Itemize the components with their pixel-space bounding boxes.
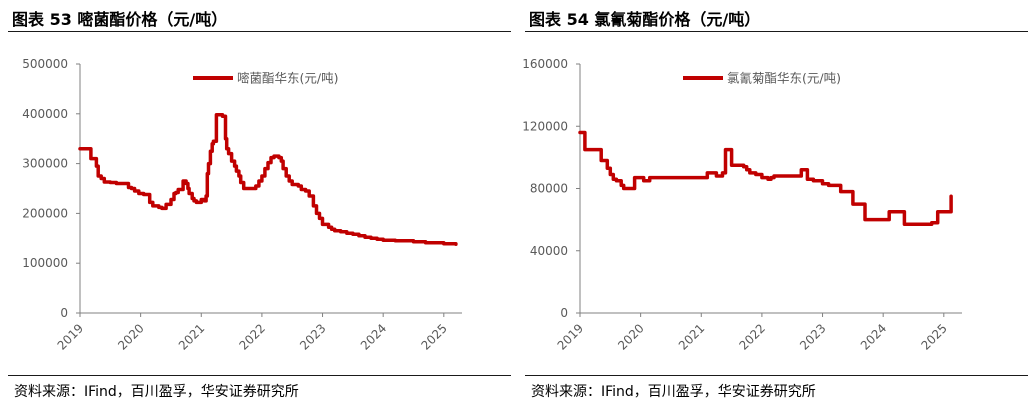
figure-title: 图表 53 嘧菌酯价格（元/吨） [12,10,228,29]
x-tick-label: 2023 [797,321,828,352]
x-tick-label: 2022 [737,321,768,352]
y-tick-label: 0 [560,306,568,320]
title-rule [525,31,1028,32]
y-tick-label: 500000 [22,57,68,71]
y-tick-label: 0 [60,306,68,320]
x-tick-label: 2020 [615,321,646,352]
y-tick-label: 400000 [22,107,68,121]
source-rule [525,375,1028,376]
x-tick-label: 2020 [115,321,146,352]
legend-label: 氯氰菊酯华东(元/吨) [727,71,841,86]
source-note: 资料来源：IFind，百川盈孚，华安证券研究所 [14,384,299,400]
y-tick-label: 100000 [22,256,68,270]
y-tick-label: 300000 [22,157,68,171]
y-tick-label: 120000 [522,119,568,133]
x-tick-label: 2019 [555,321,586,352]
x-tick-label: 2025 [918,321,949,352]
series-line [78,113,458,247]
y-tick-label: 200000 [22,206,68,220]
source-note: 资料来源：IFind，百川盈孚，华安证券研究所 [531,384,816,400]
x-tick-label: 2022 [237,321,268,352]
x-tick-label: 2024 [358,321,389,352]
legend-label: 嘧菌酯华东(元/吨) [237,71,338,86]
x-tick-label: 2025 [418,321,449,352]
chart-panel-cypermethrin: 图表 54 氯氰菊酯价格（元/吨） 0 40000 80000 120000 16000… [517,0,1034,407]
x-tick-label: 2021 [176,321,207,352]
y-tick-label: 80000 [530,182,568,196]
y-tick-label: 160000 [522,57,568,71]
figure-title: 图表 54 氯氰菊酯价格（元/吨） [529,10,761,29]
title-rule [8,31,511,32]
x-tick-label: 2023 [297,321,328,352]
chart-panel-azoxystrobin: 图表 53 嘧菌酯价格（元/吨） 0 100000 200000 300000 4000… [8,10,511,400]
x-tick-label: 2024 [858,321,889,352]
y-tick-label: 40000 [530,244,568,258]
source-rule [8,375,511,376]
x-tick-label: 2019 [55,321,86,352]
line-chart-cypermethrin: 0 40000 80000 120000 160000 2019 2020 2021 2022 2… [522,57,962,353]
line-chart-azoxystrobin: 0 100000 200000 300000 400000 500000 2019 2020 2… [22,57,462,353]
x-tick-label: 2021 [676,321,707,352]
series-line [578,130,953,227]
